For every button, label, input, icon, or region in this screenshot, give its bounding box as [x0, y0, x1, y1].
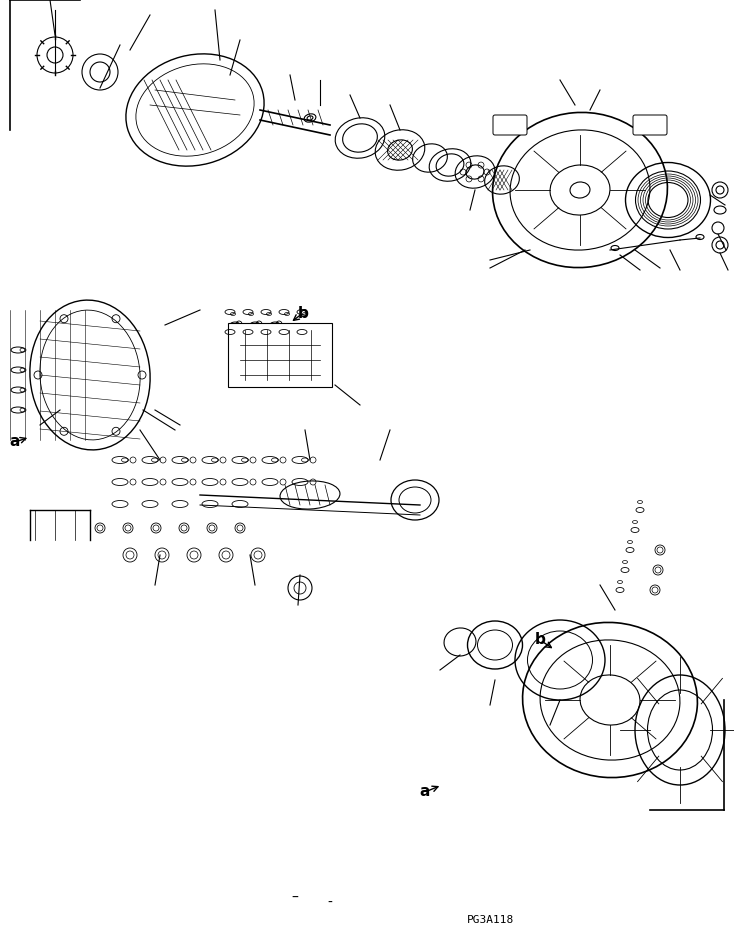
FancyBboxPatch shape	[493, 115, 527, 135]
Text: a: a	[420, 785, 430, 800]
Text: a: a	[10, 434, 21, 449]
FancyBboxPatch shape	[228, 323, 332, 387]
Text: –: –	[291, 891, 299, 905]
Text: b: b	[297, 306, 308, 320]
Text: -: -	[327, 896, 333, 910]
FancyBboxPatch shape	[633, 115, 667, 135]
Text: PG3A118: PG3A118	[466, 915, 514, 925]
Text: b: b	[534, 633, 545, 648]
